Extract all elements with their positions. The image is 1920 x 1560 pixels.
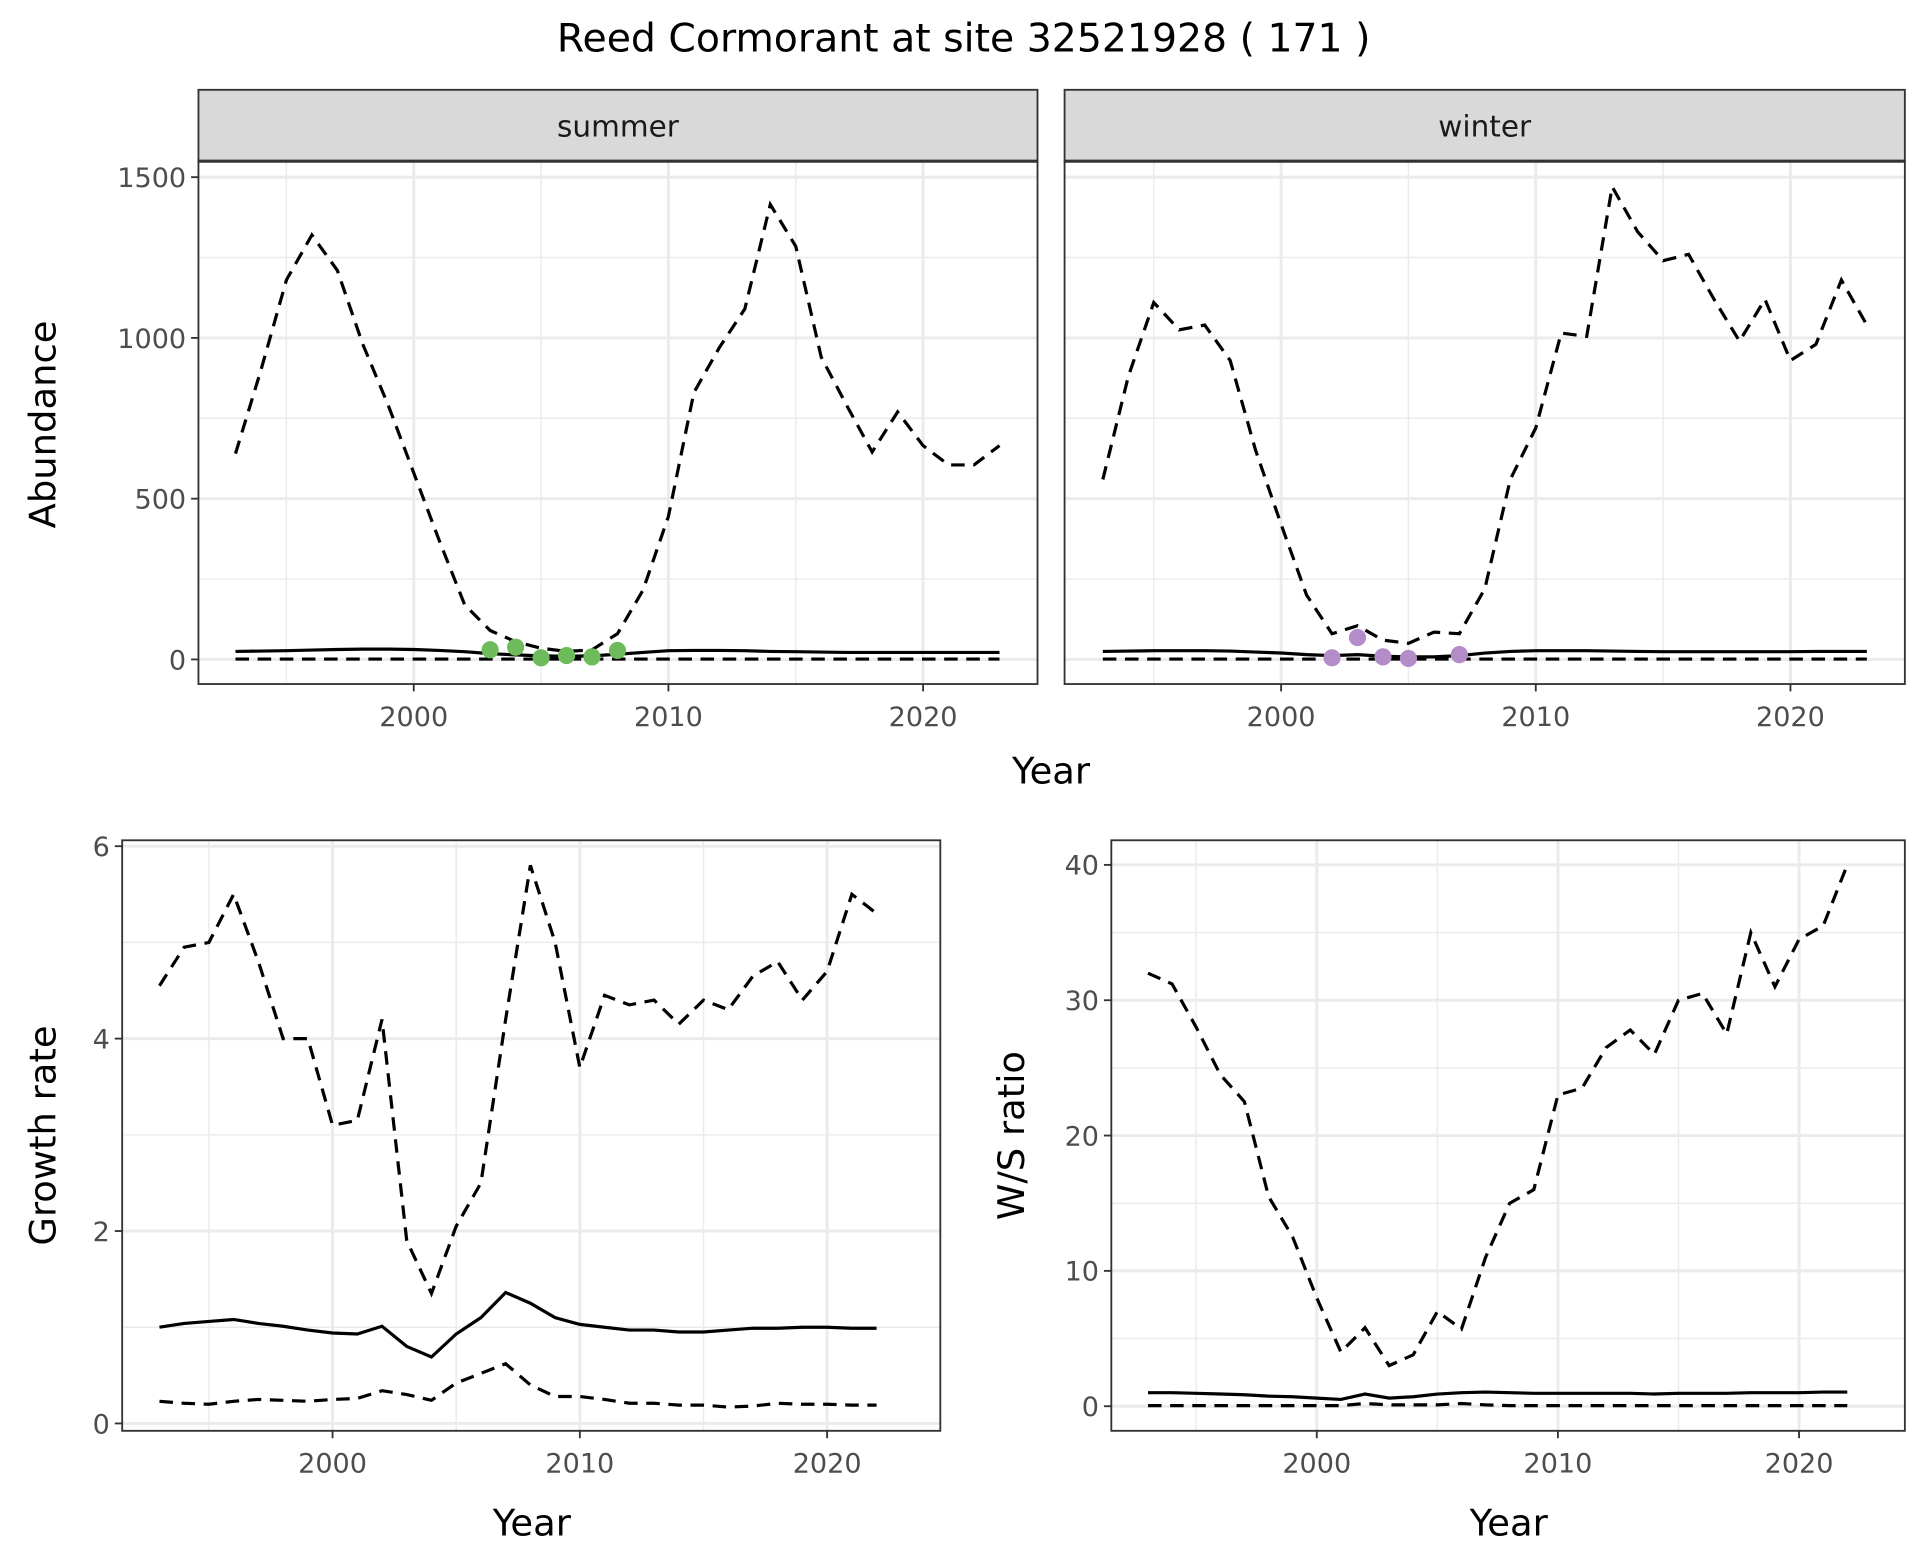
growth-lower-bound-line bbox=[159, 1361, 877, 1409]
winter-x-tick-label: 2000 bbox=[1247, 702, 1316, 733]
summer-strip bbox=[197, 88, 1039, 163]
growth-panel-border bbox=[121, 839, 942, 1432]
winter-x-tick-label: 2010 bbox=[1501, 702, 1570, 733]
growth-y-tick-label: 0 bbox=[93, 1409, 110, 1440]
summer-count-point bbox=[583, 648, 601, 666]
growth-y-tick-label: 4 bbox=[93, 1024, 110, 1055]
ws-ratio-y-tick-label: 20 bbox=[1065, 1121, 1099, 1152]
ws-ratio-x-tick-label: 2020 bbox=[1765, 1449, 1834, 1480]
ws-ratio-y-tick-label: 0 bbox=[1082, 1392, 1099, 1423]
summer-x-tick-label: 2000 bbox=[379, 702, 448, 733]
ws-ratio-y-tick-label: 30 bbox=[1065, 986, 1099, 1017]
growth-x-tick-label: 2000 bbox=[298, 1449, 367, 1480]
winter-strip bbox=[1063, 88, 1906, 163]
winter-count-point bbox=[1348, 628, 1367, 647]
winter-count-point bbox=[1323, 649, 1341, 667]
summer-panel-bg bbox=[198, 161, 1038, 685]
ws-ratio-lower-bound-line bbox=[1147, 1401, 1848, 1408]
growth-y-tick-label: 6 bbox=[93, 832, 110, 863]
abundance-x-axis-title: Year bbox=[1011, 750, 1091, 793]
ws-y-axis-title: W/S ratio bbox=[990, 1051, 1033, 1220]
winter-count-point bbox=[1374, 648, 1392, 666]
winter-strip-label: winter bbox=[1438, 110, 1532, 144]
winter-x-tick-label: 2020 bbox=[1756, 702, 1825, 733]
winter-panel-bg bbox=[1064, 161, 1905, 685]
summer-count-point bbox=[557, 646, 576, 665]
summer-x-tick-label: 2010 bbox=[634, 702, 703, 733]
summer-y-tick-label: 1000 bbox=[117, 324, 186, 355]
winter-count-point bbox=[1399, 649, 1418, 668]
summer-y-tick-label: 500 bbox=[135, 485, 187, 516]
summer-count-point bbox=[608, 641, 627, 660]
summer-y-tick-label: 0 bbox=[169, 645, 186, 676]
abundance-y-axis-title: Abundance bbox=[22, 321, 65, 529]
summer-count-point bbox=[481, 641, 499, 659]
growth-x-tick-label: 2010 bbox=[545, 1449, 614, 1480]
ws-ratio-upper-bound-line bbox=[1147, 864, 1849, 1368]
growth-estimate-line bbox=[159, 1290, 877, 1359]
growth-y-axis-title: Growth rate bbox=[22, 1025, 65, 1245]
summer-count-point bbox=[532, 649, 550, 667]
summer-strip-label: summer bbox=[557, 110, 680, 144]
ws-ratio-x-tick-label: 2000 bbox=[1282, 1449, 1351, 1480]
winter-upper-bound-line bbox=[1101, 182, 1869, 645]
ws-ratio-estimate-line bbox=[1147, 1390, 1848, 1402]
figure-title: Reed Cormorant at site 32521928 ( 171 ) bbox=[557, 16, 1371, 62]
summer-y-tick-label: 1500 bbox=[117, 163, 186, 194]
ws-x-axis-title: Year bbox=[1469, 1501, 1549, 1544]
summer-count-point bbox=[507, 638, 525, 656]
growth-y-tick-label: 2 bbox=[93, 1217, 110, 1248]
growth-x-axis-title: Year bbox=[492, 1501, 572, 1544]
summer-upper-bound-line bbox=[233, 200, 1001, 654]
ws-ratio-x-tick-label: 2010 bbox=[1523, 1449, 1592, 1480]
winter-estimate-line bbox=[1102, 649, 1867, 659]
growth-x-tick-label: 2020 bbox=[793, 1449, 862, 1480]
winter-count-point bbox=[1450, 645, 1468, 664]
ws-ratio-y-tick-label: 40 bbox=[1065, 851, 1099, 882]
ws-ratio-y-tick-label: 10 bbox=[1065, 1257, 1099, 1288]
summer-x-tick-label: 2020 bbox=[889, 702, 958, 733]
